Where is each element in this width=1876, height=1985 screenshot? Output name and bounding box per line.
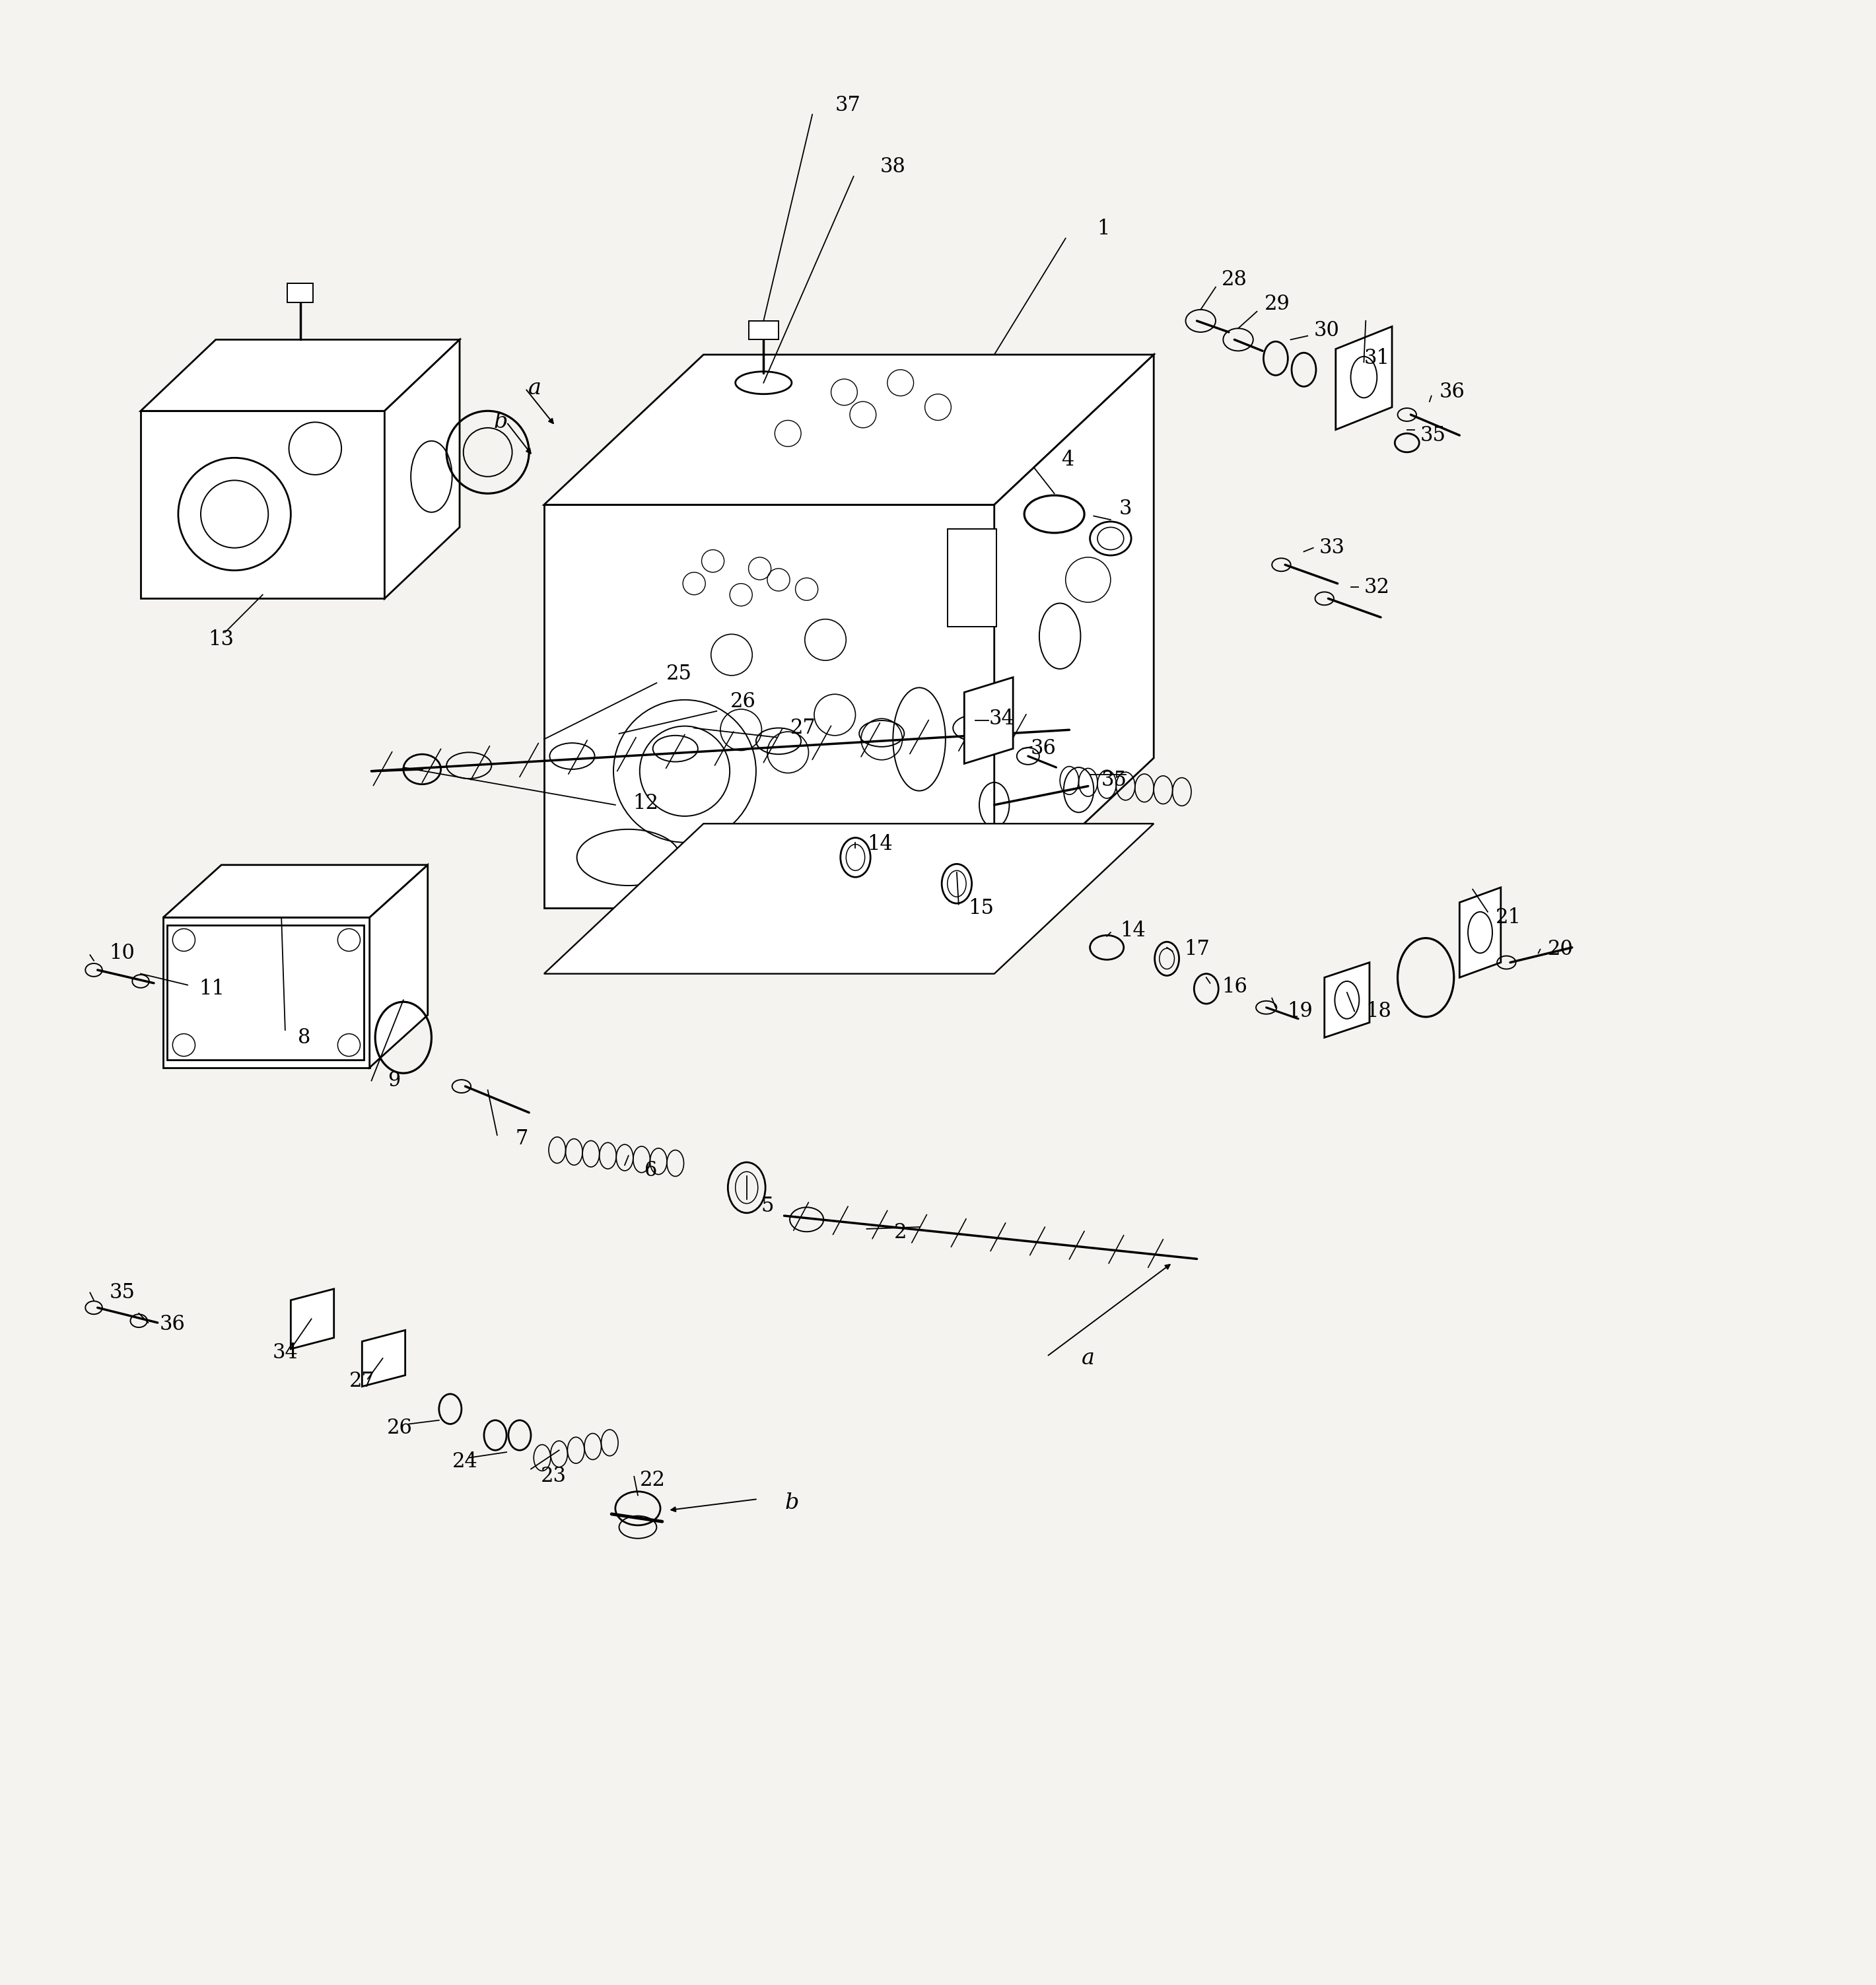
Text: 8: 8 xyxy=(298,1028,310,1048)
Text: 15: 15 xyxy=(968,897,994,919)
Polygon shape xyxy=(1460,887,1501,977)
Text: 31: 31 xyxy=(1364,347,1390,369)
Polygon shape xyxy=(370,865,428,1068)
Text: 34: 34 xyxy=(989,709,1015,728)
Text: 18: 18 xyxy=(1366,1000,1392,1022)
Text: 35: 35 xyxy=(1420,425,1446,445)
Text: 30: 30 xyxy=(1313,320,1339,341)
Text: 5: 5 xyxy=(762,1197,773,1217)
Text: 25: 25 xyxy=(666,663,692,683)
Text: 1: 1 xyxy=(1097,218,1109,238)
Text: 22: 22 xyxy=(640,1471,666,1491)
Text: 4: 4 xyxy=(1062,449,1073,470)
Bar xyxy=(167,925,364,1060)
Polygon shape xyxy=(544,824,1154,975)
Text: 6: 6 xyxy=(645,1161,657,1181)
Text: 27: 27 xyxy=(349,1370,375,1391)
Text: 9: 9 xyxy=(388,1070,400,1092)
Text: 13: 13 xyxy=(208,629,234,649)
Text: 21: 21 xyxy=(1495,907,1521,927)
Text: 20: 20 xyxy=(1548,939,1574,959)
Text: 37: 37 xyxy=(835,95,861,115)
Text: 26: 26 xyxy=(730,691,756,713)
Text: 23: 23 xyxy=(540,1467,567,1487)
Polygon shape xyxy=(141,339,460,411)
Text: 24: 24 xyxy=(452,1451,478,1471)
Text: 35: 35 xyxy=(1101,770,1127,790)
Text: 16: 16 xyxy=(1221,977,1248,996)
Text: 14: 14 xyxy=(1120,921,1146,941)
Text: a: a xyxy=(1082,1348,1094,1370)
Text: b: b xyxy=(784,1493,799,1513)
Polygon shape xyxy=(544,504,994,907)
Polygon shape xyxy=(141,411,385,599)
Text: 36: 36 xyxy=(159,1314,186,1334)
Text: 29: 29 xyxy=(1264,294,1291,314)
Bar xyxy=(287,284,313,302)
Polygon shape xyxy=(1336,326,1392,429)
Text: 34: 34 xyxy=(272,1342,298,1364)
Text: a: a xyxy=(529,377,540,399)
Bar xyxy=(947,530,996,627)
Polygon shape xyxy=(964,677,1013,764)
Polygon shape xyxy=(163,865,428,917)
Polygon shape xyxy=(362,1330,405,1386)
Polygon shape xyxy=(544,355,1154,504)
Text: 11: 11 xyxy=(199,979,225,998)
Text: 14: 14 xyxy=(867,834,893,854)
Polygon shape xyxy=(994,355,1154,907)
Bar xyxy=(749,322,779,339)
Polygon shape xyxy=(163,917,370,1068)
Text: 27: 27 xyxy=(790,719,816,738)
Polygon shape xyxy=(1324,963,1369,1038)
Polygon shape xyxy=(291,1288,334,1350)
Text: 28: 28 xyxy=(1221,270,1248,290)
Text: 12: 12 xyxy=(632,792,658,814)
Text: b: b xyxy=(493,411,508,433)
Text: 33: 33 xyxy=(1319,538,1345,558)
Text: 3: 3 xyxy=(1120,498,1131,518)
Text: 10: 10 xyxy=(109,943,135,963)
Text: 7: 7 xyxy=(516,1129,527,1149)
Text: 36: 36 xyxy=(1439,381,1465,403)
Text: 19: 19 xyxy=(1287,1000,1313,1022)
Text: 35: 35 xyxy=(109,1282,135,1302)
Polygon shape xyxy=(385,339,460,599)
Text: 36: 36 xyxy=(1030,738,1056,758)
Text: 26: 26 xyxy=(386,1417,413,1437)
Text: 2: 2 xyxy=(895,1223,906,1243)
Text: 32: 32 xyxy=(1364,578,1390,597)
Text: 38: 38 xyxy=(880,157,906,177)
Text: 17: 17 xyxy=(1184,939,1210,959)
